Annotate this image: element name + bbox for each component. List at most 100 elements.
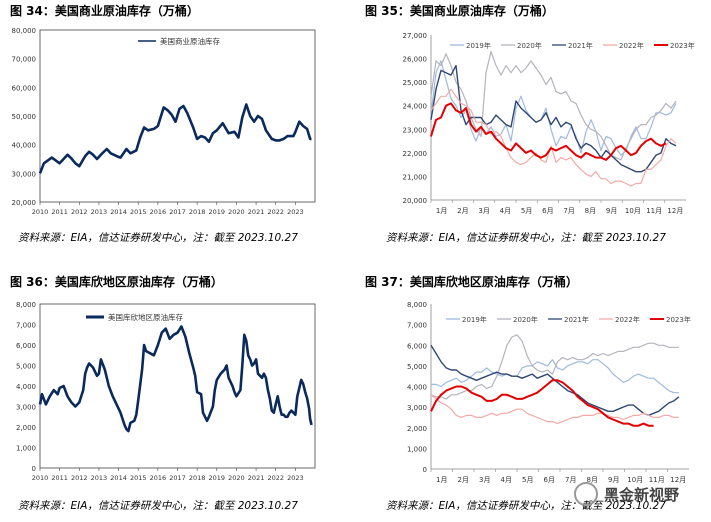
x-tick-label: 2021: [248, 474, 265, 482]
x-tick-label: 2017: [169, 474, 186, 482]
x-tick-label: 2016: [150, 208, 167, 216]
x-tick-label: 2021: [248, 208, 265, 216]
x-tick-label: 2012: [71, 208, 88, 216]
figure-35-title: 图 35：美国商业原油库存（万桶）: [365, 4, 554, 18]
series-line-3: [430, 394, 679, 425]
figure-36-source: 资料来源：EIA，信达证券研发中心，注：截至 2023.10.27: [18, 500, 298, 512]
legend-label-4: 2023年: [666, 315, 691, 324]
y-tick-label: 0: [423, 466, 427, 474]
figure-35-source: 资料来源：EIA，信达证券研发中心，注：截至 2023.10.27: [386, 232, 666, 244]
y-tick-label: 4,000: [407, 384, 427, 392]
x-tick-label: 2015: [130, 208, 147, 216]
x-tick-label: 8月: [587, 476, 598, 484]
y-tick-label: 40,000: [12, 142, 37, 150]
x-tick-label: 2010: [32, 208, 49, 216]
legend-label-1: 2020年: [513, 315, 538, 324]
figure-36-title: 图 36：美国库欣地区原油库存（万桶）: [10, 275, 223, 289]
series-line-1: [430, 50, 677, 161]
x-tick-label: 2018: [189, 474, 206, 482]
y-tick-label: 50,000: [12, 113, 37, 121]
y-tick-label: 3,000: [16, 404, 36, 412]
figure-34-source: 资料来源：EIA，信达证券研发中心，注：截至 2023.10.27: [18, 232, 298, 244]
x-tick-label: 2020: [228, 208, 245, 216]
x-tick-label: 2022: [267, 474, 284, 482]
y-tick-label: 5,000: [407, 363, 427, 371]
y-tick-label: 5,000: [16, 363, 36, 371]
y-tick-label: 70,000: [12, 56, 37, 64]
x-tick-label: 5月: [522, 476, 533, 484]
y-tick-label: 7,000: [16, 322, 36, 330]
y-tick-label: 80,000: [12, 27, 37, 35]
y-tick-label: 1,000: [16, 445, 36, 453]
legend-label-1: 2020年: [517, 41, 542, 50]
x-tick-label: 2016: [150, 474, 167, 482]
legend-label-4: 2023年: [670, 41, 695, 50]
x-tick-label: 2019: [209, 208, 226, 216]
x-tick-label: 1月: [436, 476, 447, 484]
x-tick-label: 2013: [91, 474, 108, 482]
x-tick-label: 3月: [479, 476, 490, 484]
x-tick-label: 2012: [71, 474, 88, 482]
chart-commercial-crude-inventory: 20,000 30,000 40,000 50,000 60,000 70,000 80,0…: [12, 27, 316, 216]
figure-37-source: 资料来源：EIA，信达证券研发中心，注：截至 2023.10.27: [386, 500, 666, 512]
y-tick-label: 0: [32, 465, 36, 473]
y-tick-label: 60,000: [12, 84, 37, 92]
y-tick-label: 23,000: [403, 126, 428, 134]
x-tick-label: 2013: [91, 208, 108, 216]
x-tick-label: 2015: [130, 474, 147, 482]
x-tick-label: 2018: [189, 208, 206, 216]
y-tick-label: 26,000: [403, 56, 428, 64]
legend-label-2: 2021年: [568, 41, 593, 50]
x-tick-label: 9月: [608, 476, 619, 484]
series-line-0: [38, 325, 313, 433]
y-tick-label: 20,000: [403, 197, 428, 205]
y-tick-label: 20,000: [12, 199, 37, 207]
x-tick-label: 2023: [287, 474, 304, 482]
series-line-4: [430, 102, 667, 161]
x-tick-label: 5月: [521, 207, 532, 215]
legend-label-3: 2022年: [615, 315, 640, 324]
x-tick-label: 2019: [209, 474, 226, 482]
y-tick-label: 21,000: [403, 173, 428, 181]
series-line-0: [430, 60, 677, 156]
figure-37-title: 图 37：美国库欣地区原油库存（万桶）: [365, 275, 578, 289]
plot-frame: [39, 303, 316, 469]
x-tick-label: 11月: [649, 476, 665, 484]
x-tick-label: 6月: [542, 207, 553, 215]
legend-label-3: 2022年: [619, 41, 644, 50]
x-tick-label: 2023: [287, 208, 304, 216]
chart-cushing-crude-inventory: 0 1,000 2,000 3,000 4,000 5,000 6,000 7,000 8,00…: [16, 301, 316, 482]
x-tick-label: 10月: [627, 476, 643, 484]
y-tick-label: 3,000: [407, 404, 427, 412]
x-tick-label: 7月: [565, 476, 576, 484]
x-tick-label: 2月: [458, 476, 469, 484]
series-line-3: [430, 88, 677, 187]
legend-label-0: 2019年: [462, 315, 487, 324]
series-line-1: [430, 334, 679, 400]
x-tick-label: 2011: [51, 474, 68, 482]
y-tick-label: 4,000: [16, 383, 36, 391]
watermark-logo-icon: [574, 482, 598, 506]
x-tick-label: 2月: [457, 207, 468, 215]
x-tick-label: 4月: [500, 207, 511, 215]
legend-label-0: 2019年: [466, 41, 491, 50]
legend-label: 美国商业原油库存: [160, 36, 220, 46]
x-tick-label: 12月: [667, 207, 683, 215]
y-tick-label: 8,000: [16, 301, 36, 309]
x-tick-label: 9月: [606, 207, 617, 215]
x-tick-label: 11月: [646, 207, 662, 215]
series-line-0: [431, 359, 679, 394]
y-tick-label: 27,000: [403, 32, 428, 40]
x-tick-label: 2014: [110, 208, 127, 216]
y-tick-label: 25,000: [403, 79, 428, 87]
y-tick-label: 7,000: [407, 322, 427, 330]
chart-cushing-crude-seasonal: 0 1,000 2,000 3,000 4,000 5,000 6,000 7,000 8,00…: [407, 301, 691, 484]
legend-label-2: 2021年: [564, 315, 589, 324]
x-tick-label: 4月: [501, 476, 512, 484]
watermark-text: 黑金新视野: [604, 486, 680, 504]
x-tick-label: 8月: [585, 207, 596, 215]
y-tick-label: 8,000: [407, 301, 427, 309]
x-tick-label: 1月: [436, 207, 447, 215]
x-tick-label: 12月: [670, 476, 686, 484]
series-line-4: [430, 379, 654, 427]
